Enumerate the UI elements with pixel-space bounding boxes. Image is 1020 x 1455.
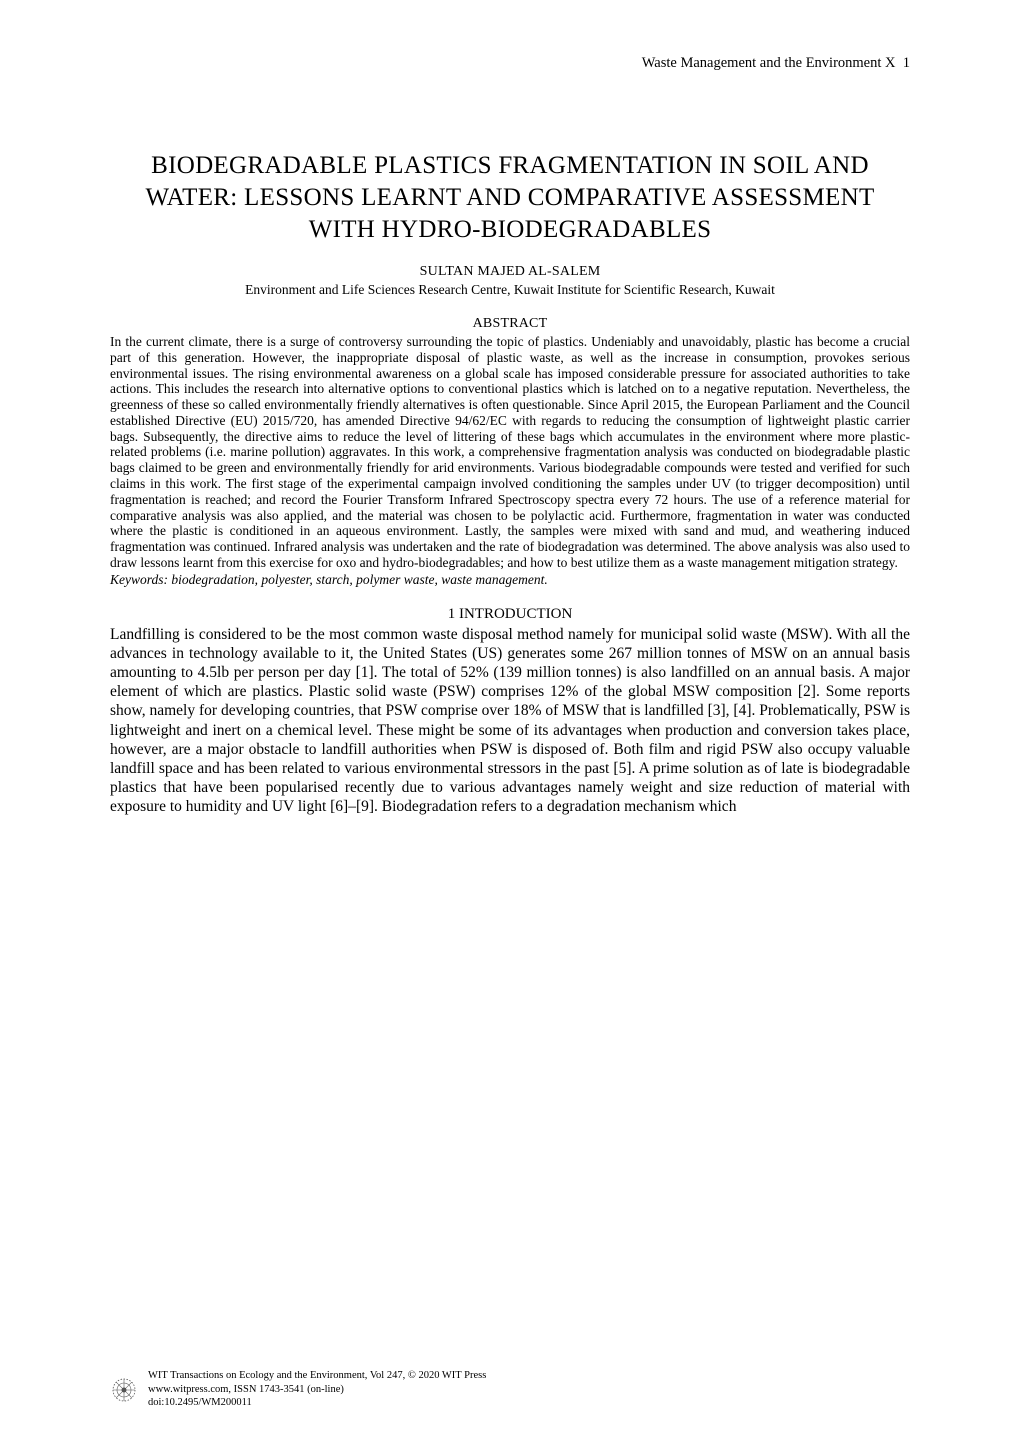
abstract-text: In the current climate, there is a surge… bbox=[110, 334, 910, 571]
section-heading: 1 INTRODUCTION bbox=[110, 606, 910, 623]
footer-line-3: doi:10.2495/WM200011 bbox=[148, 1396, 486, 1410]
keywords: Keywords: biodegradation, polyester, sta… bbox=[110, 572, 910, 588]
author-name: SULTAN MAJED AL-SALEM bbox=[110, 264, 910, 280]
footer-line-2: www.witpress.com, ISSN 1743-3541 (on-lin… bbox=[148, 1383, 486, 1397]
publisher-logo-icon bbox=[110, 1376, 138, 1404]
running-title: Waste Management and the Environment X bbox=[642, 55, 896, 71]
footer-text: WIT Transactions on Ecology and the Envi… bbox=[148, 1369, 486, 1410]
main-content: BIODEGRADABLE PLASTICS FRAGMENTATION IN … bbox=[110, 150, 910, 817]
body-text: Landfilling is considered to be the most… bbox=[110, 625, 910, 817]
author-affiliation: Environment and Life Sciences Research C… bbox=[110, 282, 910, 298]
footer-line-1: WIT Transactions on Ecology and the Envi… bbox=[148, 1369, 486, 1383]
paper-title: BIODEGRADABLE PLASTICS FRAGMENTATION IN … bbox=[110, 150, 910, 246]
page-footer: WIT Transactions on Ecology and the Envi… bbox=[110, 1369, 486, 1410]
running-header: Waste Management and the Environment X 1 bbox=[642, 55, 910, 72]
page-number: 1 bbox=[903, 55, 910, 71]
abstract-heading: ABSTRACT bbox=[110, 316, 910, 332]
